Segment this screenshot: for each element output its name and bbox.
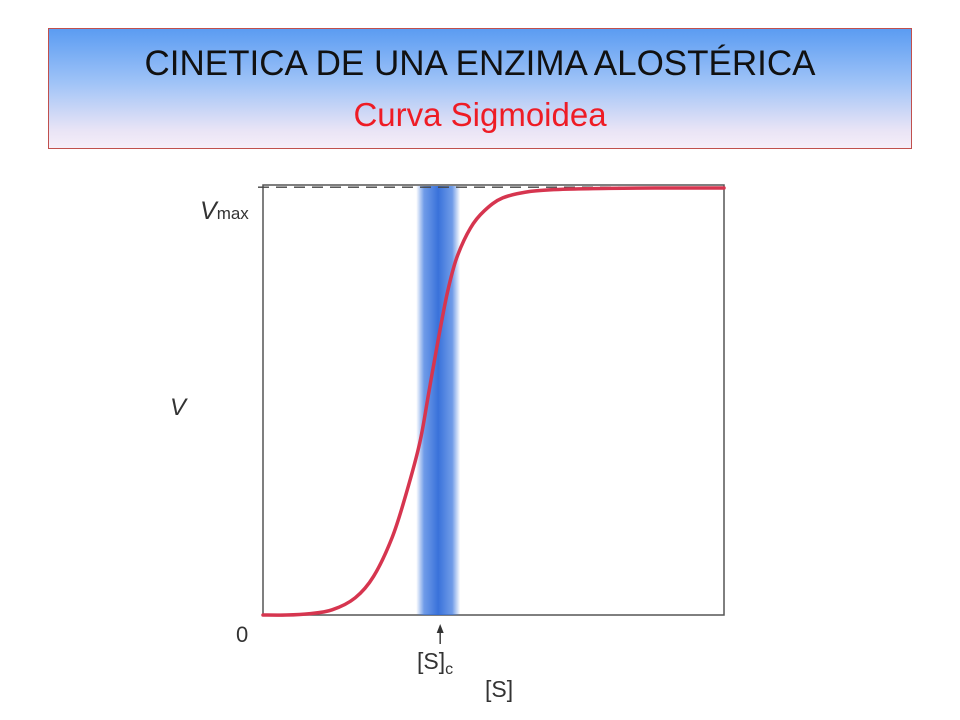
x-axis-label: [S] xyxy=(485,676,513,702)
sc-label-main: [S] xyxy=(417,648,445,674)
slide-title: CINETICA DE UNA ENZIMA ALOSTÉRICA xyxy=(144,44,816,83)
slide-subtitle: Curva Sigmoidea xyxy=(353,96,607,133)
vmax-label-main: V xyxy=(200,197,219,225)
sc-arrow-head xyxy=(436,624,444,633)
sigmoid-curve xyxy=(261,186,726,617)
vmax-label-sub: max xyxy=(217,204,250,223)
y-axis-label: V xyxy=(170,394,188,421)
sc-label-sub: c xyxy=(445,661,453,678)
sc-marker xyxy=(436,624,444,644)
vmax-label: Vmax xyxy=(200,197,249,225)
sc-label: [S]c xyxy=(417,648,453,678)
slide-header: CINETICA DE UNA ENZIMA ALOSTÉRICA Curva … xyxy=(48,28,912,149)
plot-frame xyxy=(262,184,725,616)
y-origin-label: 0 xyxy=(236,622,248,647)
sc-highlight-band xyxy=(416,186,461,615)
